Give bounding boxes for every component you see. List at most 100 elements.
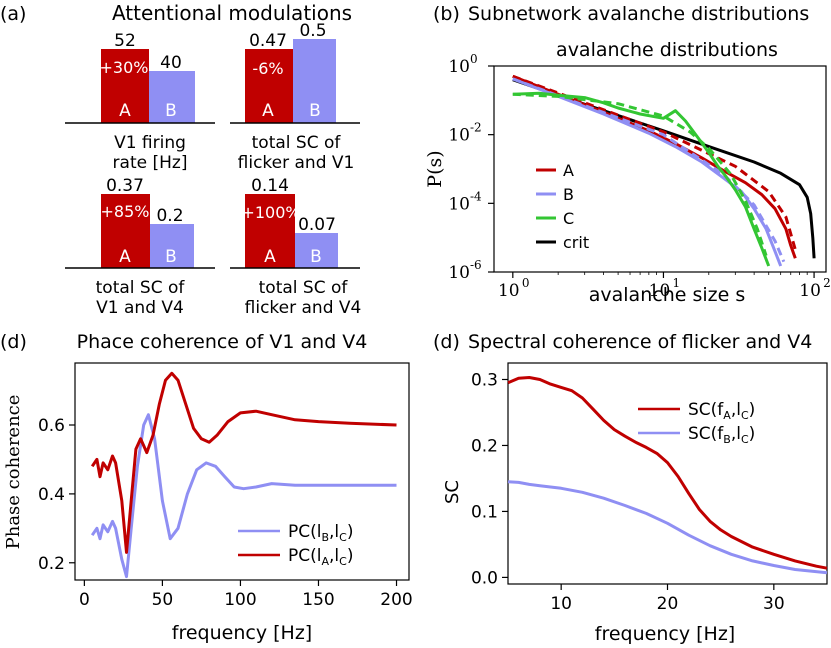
series-sc-a: [507, 376, 828, 570]
series-crit: [512, 78, 816, 259]
series-pc-b: [90, 413, 397, 579]
caption-4-line2: flicker and V4: [245, 298, 362, 318]
caption-1-line2: rate [Hz]: [113, 153, 188, 173]
y-tick-label: 10: [448, 126, 470, 146]
bar-a-4-letter: A: [264, 247, 276, 267]
change-label-1: +30%: [100, 58, 149, 77]
panel-d-heading: Spectral coherence of flicker and V4: [468, 331, 812, 353]
panel-d-ylabel: SC: [442, 480, 463, 504]
legend-sca-label: SC(fA,lC): [688, 400, 755, 422]
bar-a-4-value: 0.14: [251, 176, 289, 196]
bar-a-3-value: 0.37: [106, 176, 144, 196]
panel-d-ticks: 10 20 30 0.0 0.1 0.2 0.3: [471, 370, 785, 614]
bar-a-4: [245, 194, 295, 268]
bar-b-1: [149, 71, 195, 123]
y-tick-label: 0.1: [471, 502, 498, 522]
x-tick-exponent: 2: [823, 276, 831, 290]
x-tick-label: 20: [657, 594, 679, 614]
bar-a-2: [245, 49, 293, 123]
panel-b-ylabel: P(s): [424, 150, 446, 187]
bar-group-1: 52 40 +30% A B V1 firing rate [Hz]: [65, 31, 215, 173]
panel-c-ticks: 0 50 100 150 200 0.2 0.4 0.6: [38, 416, 413, 610]
x-tick-label: 10: [550, 594, 572, 614]
bar-a-1-value: 52: [114, 31, 136, 51]
bar-group-3: 0.37 0.2 +85% A B total SC of V1 and V4: [65, 176, 215, 318]
panel-d: (d) Spectral coherence of flicker and V4…: [433, 331, 828, 645]
y-tick-exponent: 0: [470, 52, 478, 66]
panel-a-title: Attentional modulations: [112, 1, 352, 25]
x-tick-exponent: 1: [672, 276, 680, 290]
panel-c: (d) Phace coherence of V1 and V4 0 50 100 1…: [0, 331, 413, 644]
series-a: [512, 74, 797, 259]
x-tick-label: 50: [152, 590, 174, 610]
y-tick-exponent: -4: [470, 189, 482, 203]
y-tick-label: 0.0: [471, 568, 498, 588]
bar-b-1-letter: B: [165, 101, 177, 121]
panel-d-axes-frame: [507, 362, 828, 585]
legend-scb-label: SC(fB,lC): [688, 424, 755, 446]
bar-b-4: [295, 233, 338, 268]
bar-a-2-letter: A: [262, 101, 274, 121]
legend-pcb-label: PC(lB,lC): [288, 522, 354, 544]
y-tick-label: 10: [448, 57, 470, 77]
caption-3-line1: total SC of: [96, 278, 186, 298]
panel-b-axes-frame: [493, 65, 827, 273]
panel-c-xlabel: frequency [Hz]: [172, 622, 312, 644]
series-c: [512, 91, 771, 267]
bar-b-2: [293, 39, 336, 123]
legend-c-label: C: [563, 209, 574, 228]
y-tick-label: 0.3: [471, 370, 498, 390]
x-tick-exponent: 0: [522, 276, 530, 290]
bar-a-3-letter: A: [119, 247, 131, 267]
panel-a-label: (a): [0, 3, 26, 25]
caption-4-line1: total SC of: [259, 278, 349, 298]
caption-1-line1: V1 firing: [114, 133, 186, 153]
y-tick-label: 10: [448, 263, 470, 283]
bar-a-1-letter: A: [119, 101, 131, 121]
y-tick-label: 0.6: [38, 416, 65, 436]
panel-b-heading: Subnetwork avalanche distributions: [468, 3, 809, 25]
y-tick-label: 0.2: [38, 554, 65, 574]
bar-b-1-value: 40: [160, 53, 182, 73]
panel-b-legend: A B C crit: [536, 161, 589, 252]
x-tick-label: 30: [763, 594, 785, 614]
legend-pca-label: PC(lA,lC): [288, 546, 353, 568]
panel-d-label: (d): [433, 331, 460, 353]
x-tick-label: 10: [649, 281, 671, 301]
change-label-4: +100%: [241, 203, 300, 222]
y-tick-label: 10: [448, 194, 470, 214]
series-c-fit: [512, 92, 768, 257]
x-tick-label: 150: [302, 590, 334, 610]
caption-2-line2: flicker and V1: [238, 153, 355, 173]
series-pc-a: [90, 371, 397, 554]
y-tick-exponent: -2: [470, 121, 482, 135]
bar-b-3-value: 0.2: [156, 206, 183, 226]
bar-b-4-letter: B: [310, 247, 322, 267]
panel-d-xlabel: frequency [Hz]: [595, 623, 735, 645]
series-a-fit: [512, 74, 797, 251]
series-b: [512, 77, 783, 267]
panel-b: (b) Subnetwork avalanche distributions a…: [424, 3, 831, 306]
x-tick-label: 100: [224, 590, 256, 610]
bar-a-3: [101, 194, 150, 268]
bar-b-3-letter: B: [165, 247, 177, 267]
legend-crit-label: crit: [563, 233, 589, 252]
bar-a-2-value: 0.47: [249, 31, 287, 51]
panel-c-legend: PC(lB,lC) PC(lA,lC): [238, 522, 354, 568]
series-b-fit: [512, 77, 786, 263]
bar-group-4: 0.14 0.07 +100% A B total SC of flicker …: [230, 176, 361, 318]
panel-d-lines: [507, 376, 828, 575]
y-tick-exponent: -6: [470, 258, 482, 272]
panel-a: (a) Attentional modulations 52 40 +30% A…: [0, 1, 361, 318]
panel-c-axes-frame: [74, 362, 410, 581]
x-tick-label: 10: [799, 281, 821, 301]
panel-b-ticks: 10 0 10 1 10 210 -610 -410 -210 0: [448, 52, 830, 301]
bar-b-4-value: 0.07: [298, 215, 336, 235]
x-tick-label: 0: [79, 590, 90, 610]
panel-b-title: avalanche distributions: [556, 39, 778, 61]
caption-2-line1: total SC of: [252, 133, 342, 153]
caption-3-line2: V1 and V4: [96, 298, 184, 318]
bar-b-3: [150, 224, 194, 268]
bar-a-1: [101, 49, 149, 123]
series-sc-b: [507, 480, 828, 575]
